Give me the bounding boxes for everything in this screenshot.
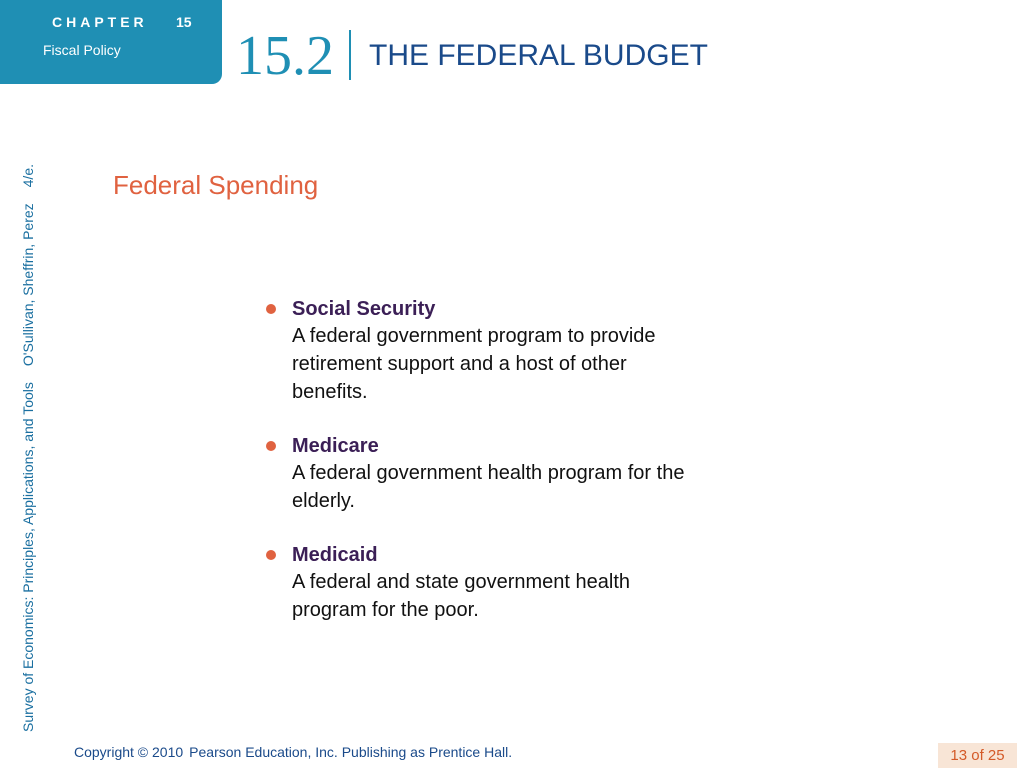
bullet-icon (266, 304, 276, 314)
bullet-icon (266, 550, 276, 560)
publisher-text: Pearson Education, Inc. Publishing as Pr… (189, 744, 513, 760)
bullet-term: Medicare (292, 435, 379, 457)
page-indicator: 13 of 25 (938, 743, 1017, 768)
sidebar-book-info: Survey of Economics: Principles, Applica… (20, 82, 36, 732)
copyright-text: Copyright © 2010 (74, 744, 184, 760)
bullet-definition: A federal and state government health pr… (292, 571, 631, 621)
section-divider (349, 30, 351, 80)
bullet-list: Social Security A federal government pro… (266, 296, 696, 651)
chapter-number: 15 (176, 14, 192, 30)
list-item: Medicaid A federal and state government … (266, 542, 696, 624)
bullet-definition: A federal government program to provide … (292, 325, 656, 403)
book-authors: O'Sullivan, Sheffrin, Perez (20, 203, 36, 367)
section-title: THE FEDERAL BUDGET (369, 39, 708, 72)
chapter-tab: CHAPTER 15 Fiscal Policy (0, 0, 222, 84)
chapter-subtitle: Fiscal Policy (43, 42, 121, 58)
section-number: 15.2 (236, 25, 334, 87)
bullet-definition: A federal government health program for … (292, 462, 685, 512)
book-title: Survey of Economics: Principles, Applica… (20, 382, 36, 732)
bullet-icon (266, 441, 276, 451)
footer-copyright: Copyright © 2010 Pearson Education, Inc. … (74, 744, 512, 760)
list-item: Social Security A federal government pro… (266, 296, 696, 406)
chapter-label: CHAPTER (52, 14, 148, 30)
bullet-term: Medicaid (292, 544, 378, 566)
book-edition: 4/e. (20, 164, 36, 188)
bullet-term: Social Security (292, 298, 436, 320)
list-item: Medicare A federal government health pro… (266, 433, 696, 515)
slide-subtitle: Federal Spending (113, 170, 319, 200)
